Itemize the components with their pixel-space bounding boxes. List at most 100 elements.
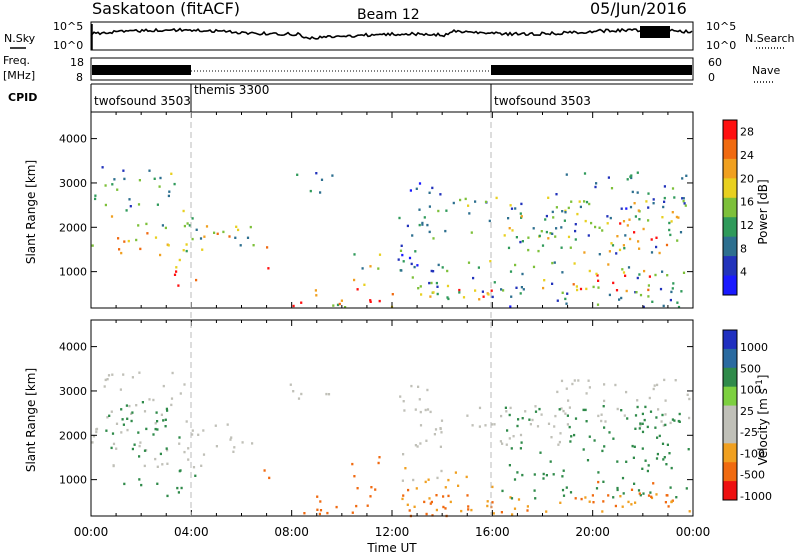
- data-cell: [484, 200, 488, 204]
- data-cell: [519, 240, 522, 244]
- data-cell: [415, 187, 418, 190]
- velocity-colorbar-tick: 25: [740, 405, 754, 418]
- data-cell: [510, 207, 514, 210]
- data-cell: [138, 444, 141, 448]
- data-cell: [401, 479, 404, 482]
- data-cell: [413, 505, 416, 508]
- data-cell: [664, 413, 667, 416]
- data-cell: [178, 436, 181, 439]
- data-cell: [406, 224, 409, 228]
- data-cell: [229, 438, 232, 441]
- data-cell: [616, 488, 619, 492]
- data-cell: [668, 228, 671, 232]
- data-cell: [593, 439, 596, 442]
- data-cell: [318, 512, 321, 516]
- data-cell: [378, 299, 381, 303]
- data-cell: [446, 296, 449, 299]
- data-cell: [130, 412, 133, 415]
- data-cell: [104, 203, 107, 207]
- data-cell: [428, 205, 431, 208]
- data-cell: [647, 295, 650, 298]
- power-colorbar-swatch: [723, 256, 737, 277]
- data-cell: [489, 260, 492, 263]
- data-cell: [567, 206, 570, 210]
- data-cell: [588, 386, 591, 389]
- data-cell: [615, 252, 618, 255]
- data-cell: [146, 232, 149, 235]
- data-cell: [622, 271, 626, 274]
- data-cell: [607, 494, 610, 497]
- data-cell: [141, 401, 144, 404]
- data-cell: [435, 508, 438, 512]
- data-cell: [467, 261, 471, 264]
- data-cell: [135, 238, 138, 242]
- data-cell: [630, 503, 633, 506]
- data-cell: [509, 270, 513, 273]
- data-cell: [644, 405, 647, 409]
- data-cell: [638, 427, 641, 430]
- data-cell: [655, 493, 658, 496]
- data-cell: [587, 379, 590, 382]
- data-cell: [202, 453, 206, 456]
- data-cell: [436, 476, 439, 480]
- data-cell: [603, 445, 606, 448]
- freq-label: Freq.: [3, 54, 30, 67]
- data-cell: [460, 509, 463, 513]
- data-cell: [686, 393, 689, 396]
- data-cell: [508, 437, 511, 440]
- data-cell: [173, 182, 176, 186]
- data-cell: [478, 425, 481, 428]
- data-cell: [199, 237, 203, 240]
- data-cell: [636, 276, 639, 280]
- data-cell: [520, 202, 523, 206]
- data-cell: [547, 237, 550, 240]
- data-cell: [125, 209, 128, 212]
- data-cell: [521, 473, 524, 477]
- data-cell: [155, 411, 158, 414]
- data-cell: [578, 200, 581, 203]
- data-cell: [629, 175, 632, 178]
- power-colorbar-swatch: [723, 275, 737, 296]
- velocity-colorbar-swatch: [723, 367, 737, 388]
- data-cell: [662, 304, 665, 308]
- noise-left-tick-top: 10^5: [53, 20, 83, 33]
- data-cell: [586, 459, 590, 462]
- data-cell: [592, 285, 595, 289]
- data-cell: [569, 491, 573, 494]
- data-cell: [534, 410, 538, 413]
- data-cell: [647, 284, 650, 287]
- data-cell: [682, 271, 686, 274]
- data-cell: [491, 423, 494, 426]
- data-cell: [421, 223, 424, 226]
- data-cell: [678, 412, 681, 416]
- data-cell: [648, 275, 651, 278]
- data-cell: [138, 179, 141, 182]
- data-cell: [106, 416, 109, 419]
- data-cell: [644, 459, 647, 462]
- velocity-colorbar: 1000 500 100 25 -25 -100 -500 -1000: [722, 329, 772, 503]
- data-cell: [602, 480, 605, 483]
- data-cell: [126, 428, 129, 432]
- data-cell: [549, 460, 552, 463]
- nave-label: Nave: [752, 64, 780, 77]
- data-cell: [588, 202, 591, 206]
- data-cell: [509, 496, 512, 499]
- data-cell: [639, 422, 642, 425]
- data-cell: [192, 466, 196, 469]
- velocity-colorbar-swatch: [723, 330, 737, 350]
- data-cell: [501, 442, 504, 445]
- data-cell: [215, 445, 218, 448]
- data-cell: [551, 232, 554, 235]
- data-cell: [572, 283, 575, 286]
- data-cell: [601, 510, 604, 513]
- data-cell: [94, 194, 97, 197]
- data-cell: [232, 450, 235, 453]
- velocity-colorbar-label-close: ]: [756, 375, 770, 380]
- power-colorbar-tick: 12: [740, 219, 754, 232]
- data-cell: [399, 395, 402, 398]
- data-cell: [507, 217, 510, 220]
- data-cell: [626, 417, 629, 420]
- data-cell: [606, 215, 609, 218]
- power-colorbar-swatch: [723, 236, 737, 257]
- data-cell: [647, 288, 650, 292]
